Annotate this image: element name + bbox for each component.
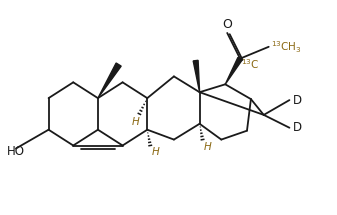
Text: D: D <box>293 121 302 134</box>
Text: $^{13}$C: $^{13}$C <box>241 58 259 71</box>
Text: H: H <box>151 147 159 157</box>
Text: D: D <box>293 94 302 107</box>
Polygon shape <box>98 63 121 98</box>
Polygon shape <box>193 60 200 92</box>
Text: H: H <box>131 117 139 127</box>
Text: H: H <box>204 141 211 152</box>
Text: O: O <box>222 18 232 31</box>
Polygon shape <box>225 57 242 84</box>
Text: $^{13}$CH$_3$: $^{13}$CH$_3$ <box>271 39 302 55</box>
Text: HO: HO <box>7 145 25 158</box>
